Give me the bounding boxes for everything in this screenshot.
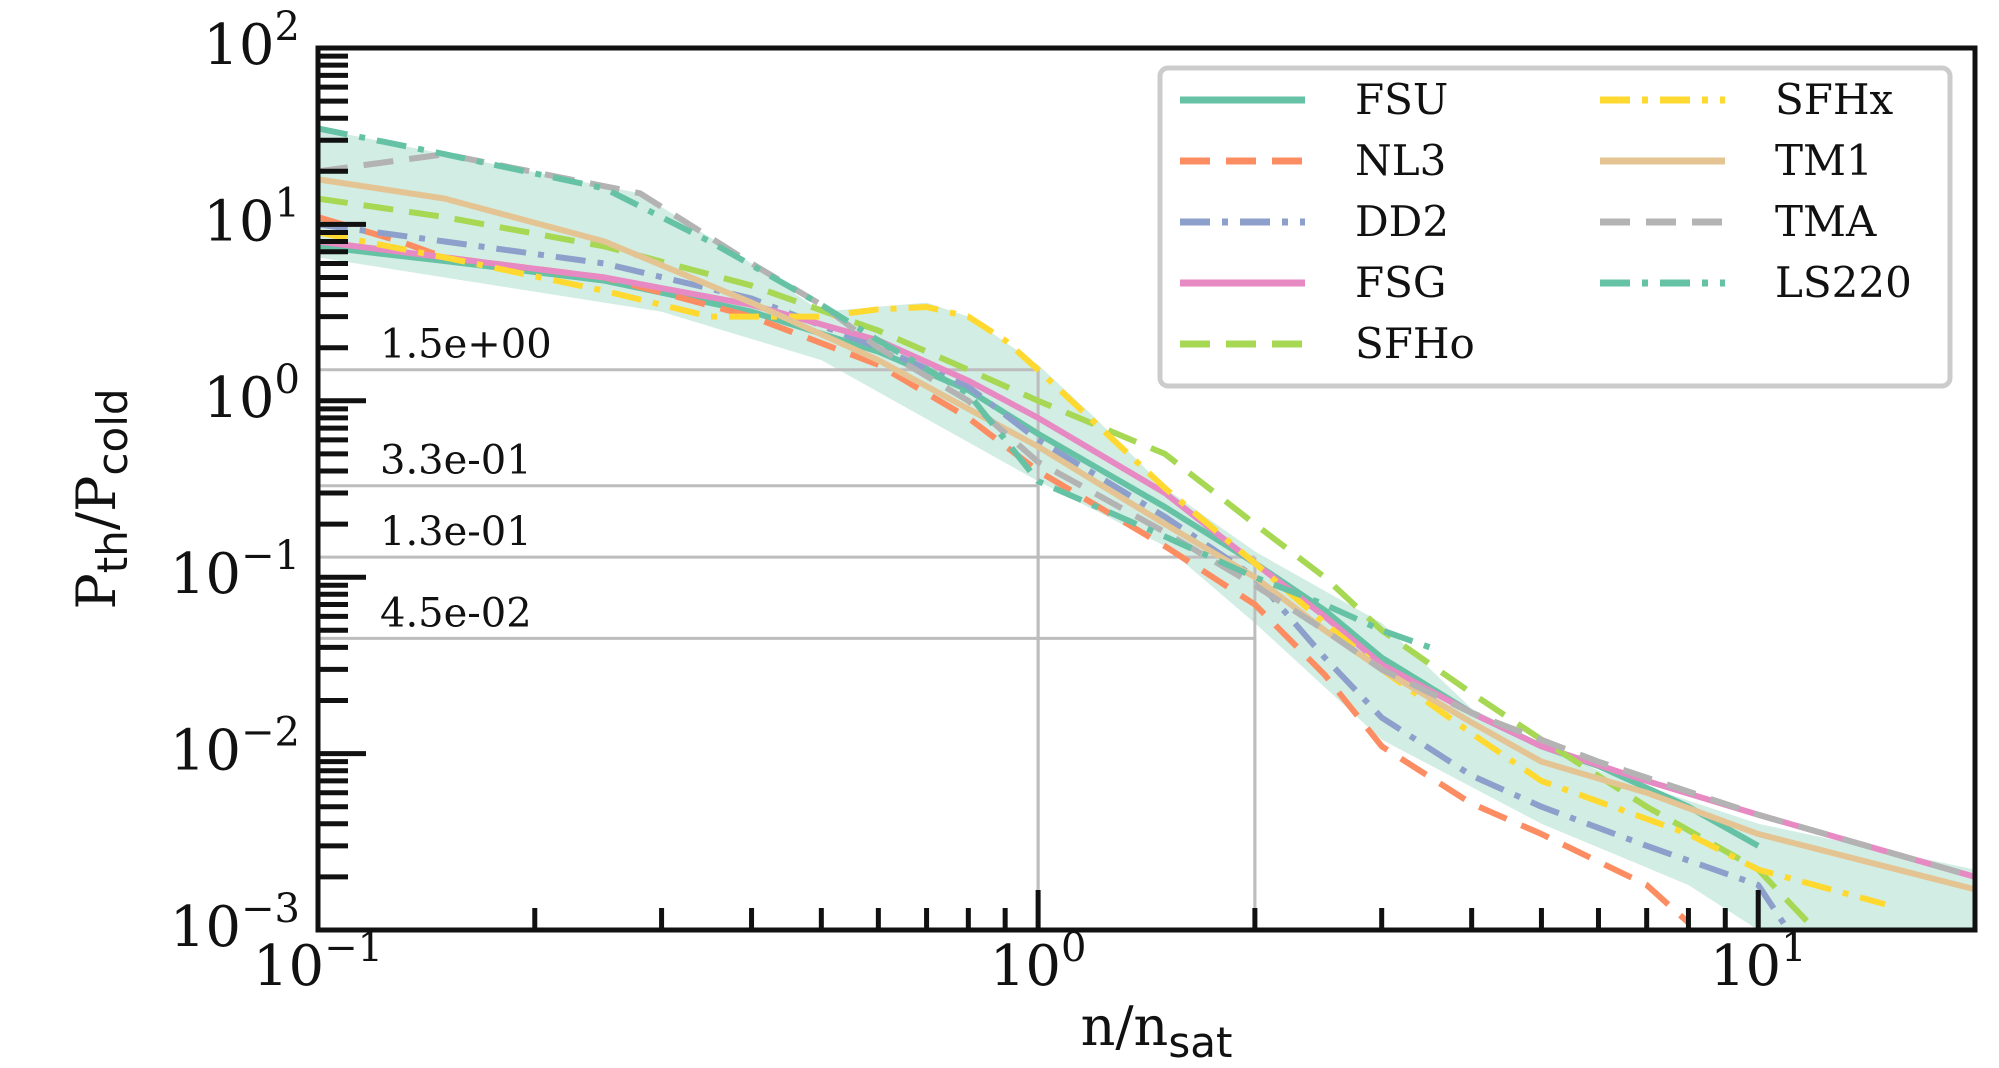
legend-label-nl3: NL3	[1355, 136, 1446, 185]
x-tick-label: 10−1	[253, 925, 383, 999]
legend-label-sfho: SFHo	[1355, 319, 1475, 368]
y-tick-label: 100	[203, 357, 300, 431]
reference-label-0: 1.5e+00	[380, 322, 552, 368]
y-tick-label: 10−1	[170, 533, 300, 607]
series-line-dd2	[317, 221, 1791, 932]
uncertainty-band-layer	[318, 128, 1975, 930]
legend-label-tm1: TM1	[1775, 136, 1873, 185]
x-axis-label: n/nsat	[1081, 995, 1233, 1067]
legend-label-ls220: LS220	[1775, 258, 1912, 307]
y-tick-label: 101	[203, 180, 300, 254]
legend: FSU NL3 DD2 FSG SFHo SFHx TM1 TMA LS220	[1157, 65, 1953, 389]
tick-layer: 10−1 100 101 10−3 10−2 10−1 100 101 102	[170, 4, 1978, 999]
legend-label-tma: TMA	[1775, 197, 1877, 246]
series-line-sfho	[317, 195, 1818, 933]
legend-label-fsu: FSU	[1355, 75, 1448, 124]
series-line-tm1	[317, 176, 1976, 893]
legend-box	[1157, 65, 1953, 389]
reference-label-3: 4.5e-02	[380, 590, 532, 636]
reference-label-1: 3.3e-01	[380, 438, 532, 484]
y-tick-label: 102	[203, 4, 300, 78]
reference-label-2: 1.3e-01	[380, 509, 532, 555]
plot-frame	[315, 45, 1978, 933]
axis-label-layer: n/nsat Pth/Pcold	[65, 388, 1232, 1067]
y-tick-label: 10−3	[170, 886, 300, 960]
x-tick-label: 100	[990, 925, 1087, 999]
y-axis-label: Pth/Pcold	[65, 388, 137, 609]
series-layer	[317, 125, 1976, 933]
legend-label-dd2: DD2	[1355, 197, 1449, 246]
reference-lines-layer: 1.5e+00 3.3e-01 1.3e-01 4.5e-02	[318, 322, 1257, 930]
x-tick-label: 101	[1710, 925, 1807, 999]
series-line-sfhx	[317, 229, 1886, 908]
legend-label-fsg: FSG	[1355, 258, 1446, 307]
y-tick-label: 10−2	[170, 710, 300, 784]
legend-label-sfhx: SFHx	[1775, 75, 1894, 124]
series-line-tma	[317, 151, 1976, 880]
uncertainty-band	[318, 128, 1975, 930]
